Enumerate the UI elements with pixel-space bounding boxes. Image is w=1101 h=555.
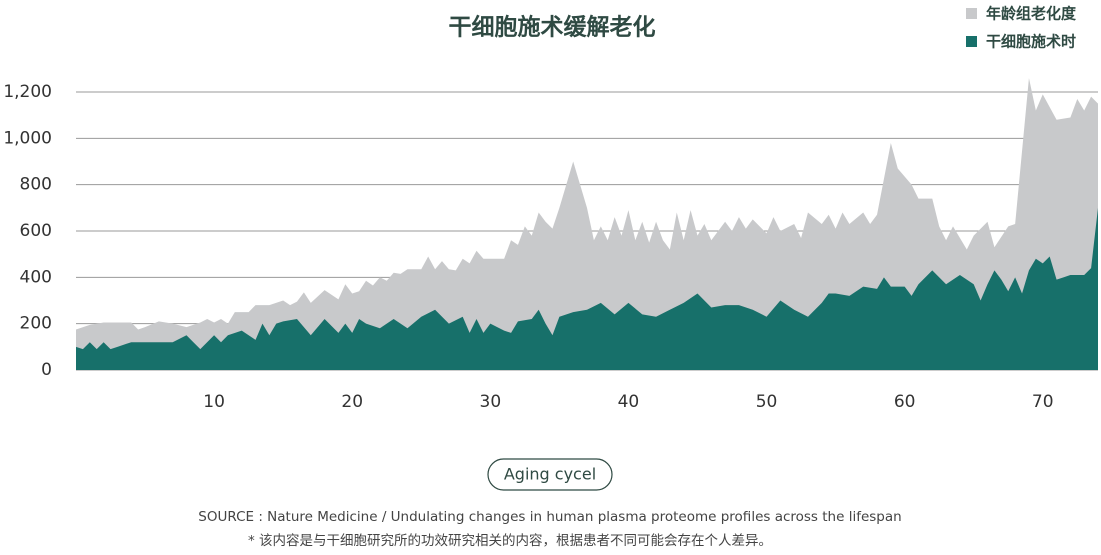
chart-title: 干细胞施术缓解老化 xyxy=(449,14,656,41)
y-tick-label: 1,000 xyxy=(3,128,52,148)
legend-swatch xyxy=(966,8,977,19)
y-tick-label: 800 xyxy=(20,175,52,195)
plot-area xyxy=(76,78,1098,371)
legend-label: 干细胞施术时 xyxy=(986,33,1076,51)
x-tick-label: 40 xyxy=(618,392,640,412)
note: * 该内容是与干细胞研究所的功效研究相关的内容，根据患者不同可能会存在个人差异。 xyxy=(248,532,772,549)
y-tick-label: 200 xyxy=(20,314,52,334)
source: SOURCE : Nature Medicine / Undulating ch… xyxy=(198,509,901,525)
x-label-box xyxy=(487,458,613,491)
x-tick-label: 60 xyxy=(894,392,916,412)
legend-label: 年龄组老化度 xyxy=(986,5,1077,23)
y-tick-label: 600 xyxy=(20,221,52,241)
y-tick-label: 0 xyxy=(41,360,52,380)
x-tick-label: 70 xyxy=(1032,392,1054,412)
area xyxy=(76,207,1098,370)
x-tick-label: 50 xyxy=(756,392,778,412)
y-tick-label: 400 xyxy=(20,267,52,287)
x-tick-label: 20 xyxy=(341,392,363,412)
x-axis-label: Aging cycel xyxy=(504,465,596,484)
x-tick-label: 10 xyxy=(203,392,225,412)
x-tick-label: 30 xyxy=(480,392,502,412)
legend-swatch xyxy=(966,36,977,47)
y-tick-label: 1,200 xyxy=(3,82,52,102)
